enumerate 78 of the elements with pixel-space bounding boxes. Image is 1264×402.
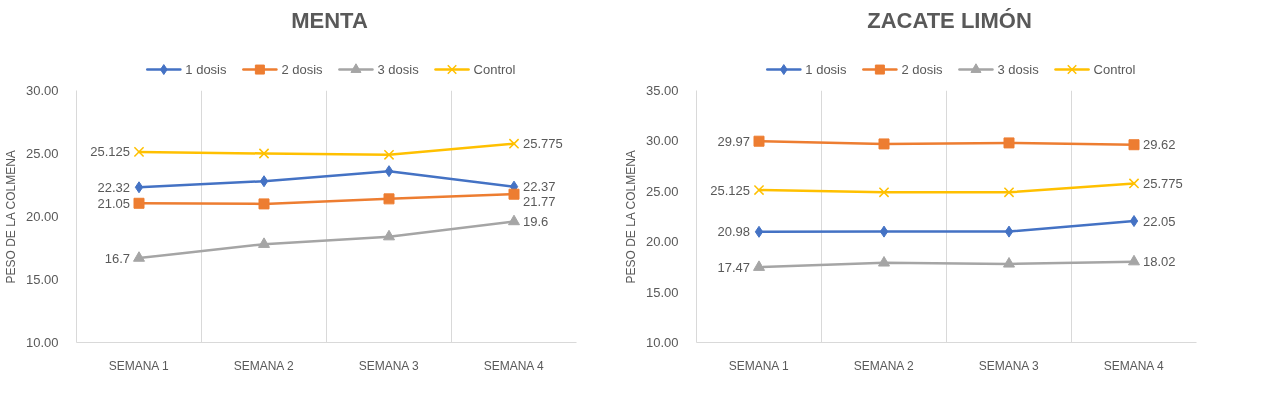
- point: [1003, 186, 1015, 198]
- point: [258, 237, 270, 248]
- legend-label: 1 dosis: [185, 62, 227, 78]
- point: [753, 260, 765, 271]
- y-axis-title: PESO DE LA COLMENA: [623, 150, 638, 284]
- point: [133, 146, 145, 158]
- data-label: 29.62: [1143, 137, 1176, 153]
- point: [508, 138, 520, 150]
- point: [754, 225, 764, 238]
- point: [133, 197, 145, 209]
- chart-title: ZACATE LIMÓN: [867, 7, 1032, 33]
- data-label: 21.05: [97, 195, 131, 211]
- y-tick-label: 30.00: [25, 83, 59, 98]
- point: [878, 256, 890, 267]
- y-tick-label: 10.00: [645, 335, 679, 350]
- chart-title: MENTA: [291, 7, 368, 33]
- data-label: 16.7: [104, 250, 131, 266]
- point: [508, 214, 520, 226]
- y-tick-label: 25.00: [25, 146, 59, 161]
- x-tick-label: SEMANA 1: [108, 358, 170, 373]
- legend-label: 2 dosis: [901, 62, 944, 78]
- x-tick-label: SEMANA 2: [853, 358, 915, 373]
- x-tick-label: SEMANA 3: [978, 358, 1040, 373]
- point: [133, 251, 145, 262]
- y-axis-title: PESO DE LA COLMENA: [3, 150, 18, 284]
- point: [1128, 139, 1140, 151]
- point: [753, 135, 765, 147]
- point: [1004, 225, 1014, 238]
- point: [508, 188, 520, 200]
- point: [384, 165, 394, 178]
- y-tick-label: 30.00: [645, 133, 679, 149]
- x-tick-label: SEMANA 4: [1103, 358, 1165, 373]
- y-tick-label: 15.00: [645, 284, 679, 300]
- legend-label: Control: [473, 62, 516, 78]
- legend-label: 3 dosis: [997, 62, 1040, 78]
- point: [1129, 215, 1139, 228]
- data-label: 29.97: [717, 133, 751, 149]
- point: [258, 148, 270, 159]
- y-tick-label: 35.00: [645, 83, 679, 98]
- legend-label: 1 dosis: [805, 62, 847, 78]
- point: [878, 138, 890, 150]
- data-label: 19.6: [523, 214, 549, 230]
- x-tick-label: SEMANA 4: [483, 358, 545, 373]
- point: [258, 198, 270, 210]
- x-tick-label: SEMANA 2: [233, 358, 295, 373]
- data-label: 20.98: [717, 224, 751, 240]
- data-label: 25.125: [90, 144, 130, 160]
- y-tick-label: 25.00: [645, 183, 679, 199]
- point: [1128, 178, 1140, 189]
- y-tick-label: 20.00: [645, 234, 679, 250]
- point: [383, 229, 395, 241]
- legend-label: Control: [1093, 62, 1136, 78]
- point: [879, 225, 889, 238]
- point: [1003, 137, 1015, 149]
- data-label: 22.37: [523, 179, 556, 195]
- y-tick-label: 10.00: [25, 335, 59, 350]
- data-label: 22.05: [1143, 213, 1176, 229]
- point: [753, 184, 765, 196]
- data-label: 18.02: [1143, 254, 1176, 270]
- legend-label: 2 dosis: [281, 62, 324, 78]
- legend-label: 3 dosis: [377, 62, 420, 78]
- y-tick-label: 20.00: [25, 209, 59, 224]
- point: [259, 175, 269, 188]
- point: [1128, 254, 1140, 266]
- data-label: 22.32: [97, 179, 131, 195]
- data-label: 25.125: [710, 182, 750, 198]
- data-label: 25.775: [1143, 175, 1183, 191]
- data-label: 17.47: [717, 259, 751, 275]
- y-tick-label: 15.00: [25, 272, 59, 287]
- point: [383, 193, 395, 205]
- point: [1003, 257, 1015, 268]
- point: [878, 186, 890, 198]
- point: [134, 181, 144, 194]
- x-tick-label: SEMANA 3: [358, 358, 420, 373]
- data-label: 21.77: [523, 194, 556, 210]
- point: [383, 149, 395, 161]
- x-tick-label: SEMANA 1: [728, 358, 790, 373]
- data-label: 25.775: [523, 136, 563, 152]
